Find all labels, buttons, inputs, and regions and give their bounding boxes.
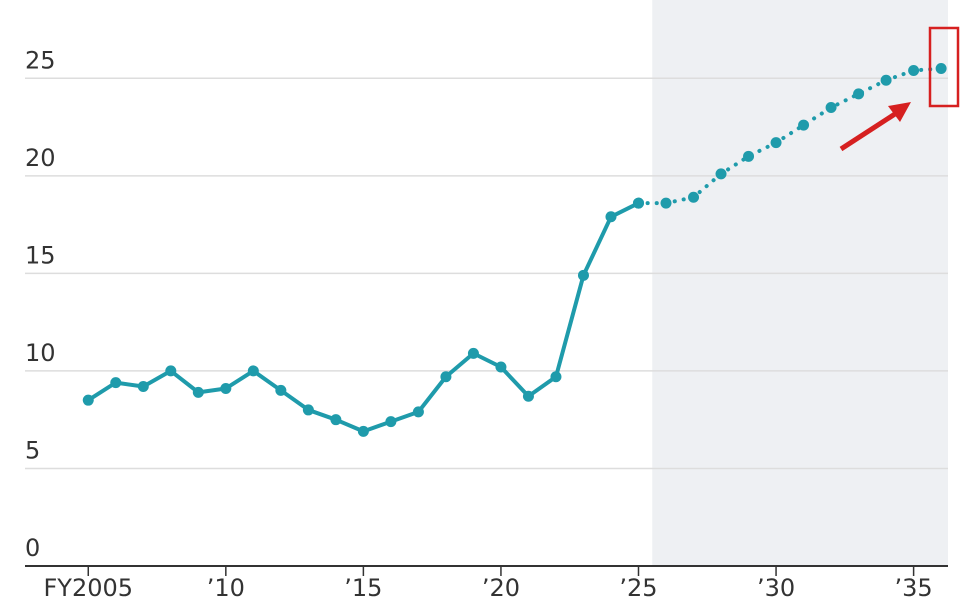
data-point — [165, 365, 177, 377]
data-point — [715, 168, 727, 180]
x-tick-label: ’30 — [757, 574, 795, 600]
data-point — [137, 381, 149, 393]
x-tick-label: ’20 — [482, 574, 520, 600]
data-point — [275, 384, 287, 396]
data-point — [330, 414, 342, 426]
annotation — [839, 26, 960, 152]
data-point — [798, 119, 810, 131]
data-point — [440, 371, 452, 383]
data-point — [853, 88, 865, 100]
data-point — [770, 137, 782, 149]
data-point — [385, 416, 397, 428]
y-tick-label: 5 — [25, 436, 40, 464]
data-point — [605, 211, 617, 223]
y-tick-label: 15 — [25, 241, 56, 269]
x-tick-label: ’10 — [207, 574, 245, 600]
series-line — [86, 201, 641, 434]
data-point — [632, 197, 644, 209]
y-tick-label: 25 — [25, 46, 56, 74]
data-point — [550, 371, 562, 383]
data-point — [467, 347, 479, 359]
data-point — [247, 365, 259, 377]
data-point — [825, 102, 837, 114]
data-point — [357, 425, 369, 437]
data-point — [935, 63, 947, 75]
forecast-shade — [652, 0, 948, 566]
highlight-box — [928, 26, 960, 108]
x-tick-label: ’25 — [619, 574, 657, 600]
data-point — [412, 406, 424, 418]
x-tick-label: ’35 — [895, 574, 933, 600]
data-point — [522, 390, 534, 402]
data-point — [688, 191, 700, 203]
data-point — [495, 361, 507, 373]
y-tick-label: 10 — [25, 339, 56, 367]
y-tick-label: 20 — [25, 144, 56, 172]
data-point — [302, 404, 314, 416]
data-point — [82, 394, 94, 406]
series-line — [636, 66, 944, 206]
data-point — [192, 386, 204, 398]
data-point — [908, 64, 920, 76]
y-tick-label: 0 — [25, 534, 40, 562]
data-point — [660, 197, 672, 209]
x-tick-label: FY2005 — [43, 574, 133, 600]
arrow-shaft — [839, 109, 900, 152]
data-point — [577, 269, 589, 281]
x-tick-label: ’15 — [344, 574, 382, 600]
data-point — [743, 150, 755, 162]
arrow-head — [888, 102, 911, 122]
data-point — [220, 382, 232, 394]
data-point — [110, 377, 122, 389]
data-point — [880, 74, 892, 86]
